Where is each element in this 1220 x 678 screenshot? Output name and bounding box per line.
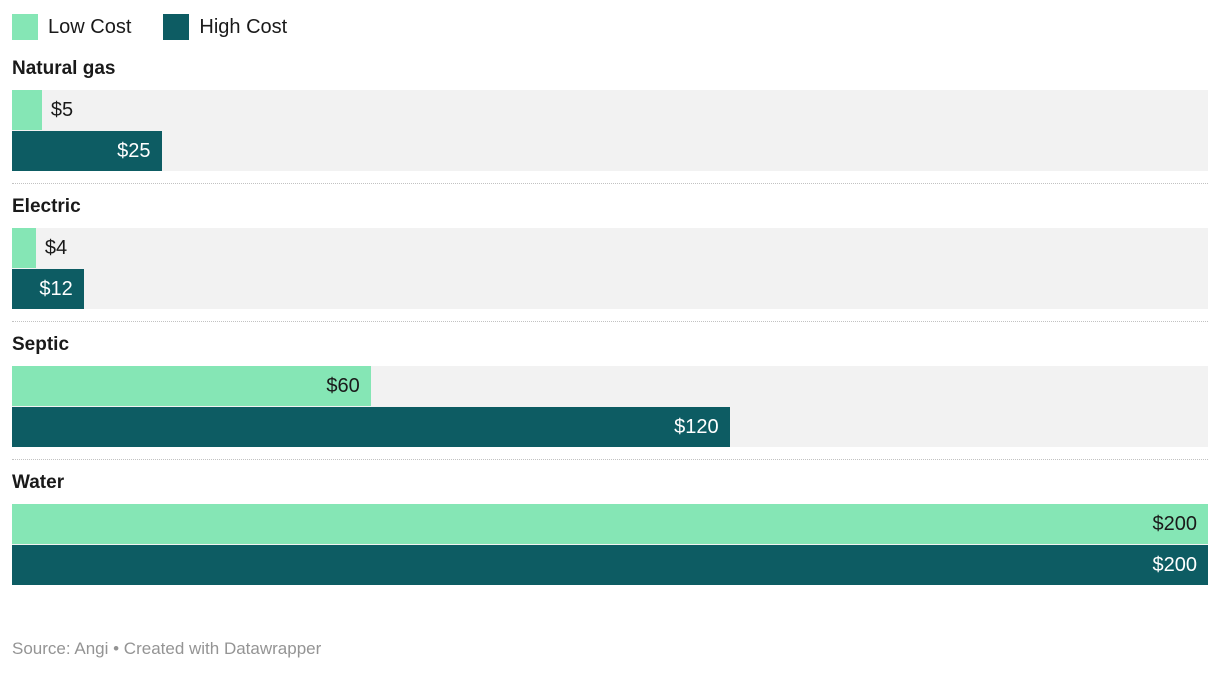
- bar-row-low: $5 $5: [12, 90, 1208, 130]
- bar-value-label: $60: [326, 374, 360, 397]
- category-label: Water: [12, 472, 65, 493]
- bar-row-low: $60 $60: [12, 366, 1208, 406]
- chart-group-electric: Electric $4 $4 $12 $12: [12, 196, 1208, 322]
- bar-row-high: $200 $200: [12, 545, 1208, 585]
- bar-track: $4 $4 $12 $12: [12, 228, 1208, 309]
- high-cost-bar: $12: [12, 269, 84, 309]
- low-cost-bar: $60: [12, 366, 371, 406]
- high-cost-bar: $120: [12, 407, 730, 447]
- high-cost-swatch-icon: [163, 14, 190, 40]
- bar-value-label: $200: [1152, 512, 1198, 535]
- low-cost-swatch-icon: [12, 14, 38, 40]
- chart-group-natural-gas: Natural gas $5 $5 $25 $25: [12, 58, 1208, 184]
- bar-row-low: $4 $4: [12, 228, 1208, 268]
- chart-group-water: Water $200 $200 $200 $200: [12, 472, 1208, 597]
- chart-group-septic: Septic $60 $60 $120 $120: [12, 334, 1208, 460]
- bar-row-high: $12 $12: [12, 269, 1208, 309]
- bar-value-label: $4: [44, 236, 68, 259]
- low-cost-bar: $5: [12, 90, 42, 130]
- bar-value-label: $120: [674, 415, 719, 438]
- bar-row-high: $120 $120: [12, 407, 1208, 447]
- legend-label: High Cost: [199, 15, 288, 38]
- bar-track: $60 $60 $120 $120: [12, 366, 1208, 447]
- bar-track: $5 $5 $25 $25: [12, 90, 1208, 171]
- high-cost-bar: $25: [12, 131, 162, 171]
- legend-label: Low Cost: [48, 15, 132, 38]
- high-cost-bar: $200: [12, 545, 1208, 585]
- category-label: Natural gas: [12, 58, 116, 79]
- legend-item-high-cost: High Cost: [163, 14, 287, 40]
- bar-value-label: $5: [50, 98, 74, 121]
- bar-value-label: $200: [1152, 553, 1198, 576]
- bar-value-label: $25: [117, 139, 151, 162]
- low-cost-bar: $200: [12, 504, 1208, 544]
- low-cost-bar: $4: [12, 228, 36, 268]
- category-label: Septic: [12, 334, 70, 355]
- bar-row-low: $200 $200: [12, 504, 1208, 544]
- bar-value-label: $12: [39, 277, 73, 300]
- bar-row-high: $25 $25: [12, 131, 1208, 171]
- category-label: Electric: [12, 196, 81, 217]
- legend-item-low-cost: Low Cost: [12, 14, 131, 40]
- bar-track: $200 $200 $200 $200: [12, 504, 1208, 585]
- legend: Low Cost High Cost: [12, 14, 1208, 40]
- source-attribution: Source: Angi • Created with Datawrapper: [12, 639, 322, 658]
